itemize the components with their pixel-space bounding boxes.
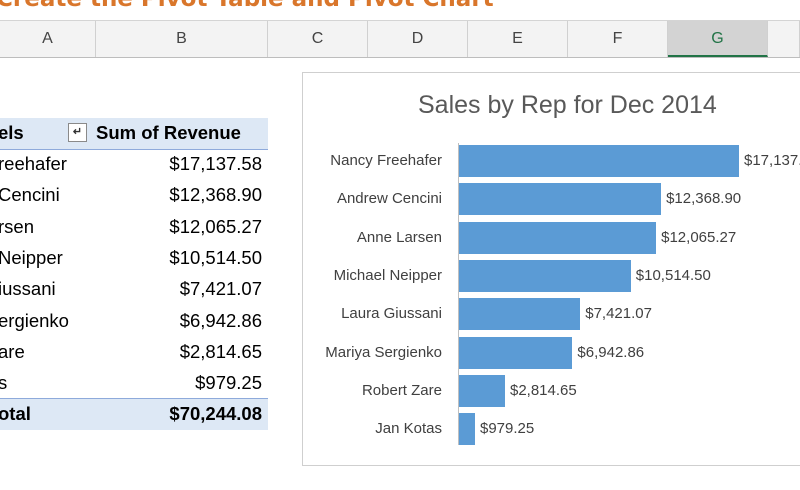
pivot-row-value: $2,814.65 xyxy=(179,340,262,362)
chart-bar[interactable] xyxy=(459,336,573,369)
sort-filter-icon[interactable]: ↵ xyxy=(68,123,87,142)
pivot-row-value: $10,514.50 xyxy=(169,246,262,268)
bar-data-label: $17,137.58 xyxy=(744,152,800,169)
pivot-header-row: els ↵ Sum of Revenue xyxy=(0,118,268,150)
chart-bar[interactable] xyxy=(459,259,631,292)
grand-total-label: otal xyxy=(0,403,31,424)
chart-bar[interactable] xyxy=(459,413,475,446)
chart-title: Sales by Rep for Dec 2014 xyxy=(418,91,717,119)
pivot-row[interactable]: are $2,814.65 xyxy=(0,337,268,368)
grand-total-value: $70,244.08 xyxy=(169,403,262,424)
bar-data-label: $12,065.27 xyxy=(661,228,737,246)
column-header-g[interactable]: G xyxy=(668,21,768,57)
pivot-row-value: $6,942.86 xyxy=(179,309,262,331)
category-tick-label: Nancy Freehafer xyxy=(330,152,442,169)
pivot-row-value: $979.25 xyxy=(195,372,262,394)
pivot-row[interactable]: iussani $7,421.07 xyxy=(0,274,268,305)
bar-data-label: $10,514.50 xyxy=(635,266,711,284)
chart-bar[interactable] xyxy=(459,221,657,254)
pivot-row[interactable]: Cencini $12,368.90 xyxy=(0,180,268,211)
bar-data-label: $979.25 xyxy=(479,420,535,438)
chart-bar[interactable] xyxy=(459,374,505,407)
pivot-row-value: $12,065.27 xyxy=(169,215,262,237)
category-tick-label: Michael Neipper xyxy=(333,266,442,284)
pivot-row[interactable]: ergienko $6,942.86 xyxy=(0,306,268,337)
bar-data-label: $6,942.86 xyxy=(577,343,645,361)
column-header-f[interactable]: F xyxy=(568,21,668,57)
tutorial-banner: Create the Pivot Table and Pivot Chart xyxy=(0,0,800,16)
column-header-h[interactable] xyxy=(768,21,800,57)
pivot-row-value: $17,137.58 xyxy=(169,153,262,174)
column-header-c[interactable]: C xyxy=(268,21,368,57)
category-tick-label: Mariya Sergienko xyxy=(325,343,442,361)
pivot-row-label: Neipper xyxy=(0,246,63,268)
bar-data-label: $7,421.07 xyxy=(585,305,652,323)
bar-data-label: $12,368.90 xyxy=(666,190,742,208)
pivot-row-value: $12,368.90 xyxy=(169,184,262,206)
pivot-row-label: s xyxy=(0,372,8,394)
pivot-row-label: iussani xyxy=(0,278,56,300)
banner-title: Create the Pivot Table and Pivot Chart xyxy=(0,0,494,12)
pivot-row-label: Cencini xyxy=(0,184,60,206)
pivot-row[interactable]: s $979.25 xyxy=(0,368,268,399)
category-axis-line xyxy=(458,143,459,445)
category-tick-label: Jan Kotas xyxy=(375,420,442,438)
column-header-a[interactable]: A xyxy=(0,21,96,57)
pivot-row-value: $7,421.07 xyxy=(179,278,262,300)
pivot-row-label: rsen xyxy=(0,215,34,237)
chart-bar[interactable] xyxy=(459,183,662,216)
category-tick-label: Laura Giussani xyxy=(341,305,442,323)
pivot-row[interactable]: Neipper $10,514.50 xyxy=(0,243,268,274)
grand-total-row: otal $70,244.08 xyxy=(0,398,268,430)
column-header-e[interactable]: E xyxy=(468,21,568,57)
pivot-row-label: are xyxy=(0,340,25,362)
pivot-row-label: ergienko xyxy=(0,309,69,331)
pivot-row[interactable]: reehafer $17,137.58 xyxy=(0,149,268,180)
column-header-d[interactable]: D xyxy=(368,21,468,57)
category-tick-label: Andrew Cencini xyxy=(336,190,442,208)
pivot-row-label: reehafer xyxy=(0,153,67,174)
column-header-b[interactable]: B xyxy=(96,21,268,57)
row-labels-header: els xyxy=(0,122,24,143)
category-tick-label: Robert Zare xyxy=(361,381,442,399)
category-tick-label: Anne Larsen xyxy=(356,228,442,246)
chart-bar[interactable] xyxy=(459,145,739,177)
bar-data-label: $2,814.65 xyxy=(509,381,577,399)
pivot-row[interactable]: rsen $12,065.27 xyxy=(0,212,268,243)
chart-bar[interactable] xyxy=(459,298,581,331)
sum-of-revenue-header: Sum of Revenue xyxy=(96,122,241,143)
